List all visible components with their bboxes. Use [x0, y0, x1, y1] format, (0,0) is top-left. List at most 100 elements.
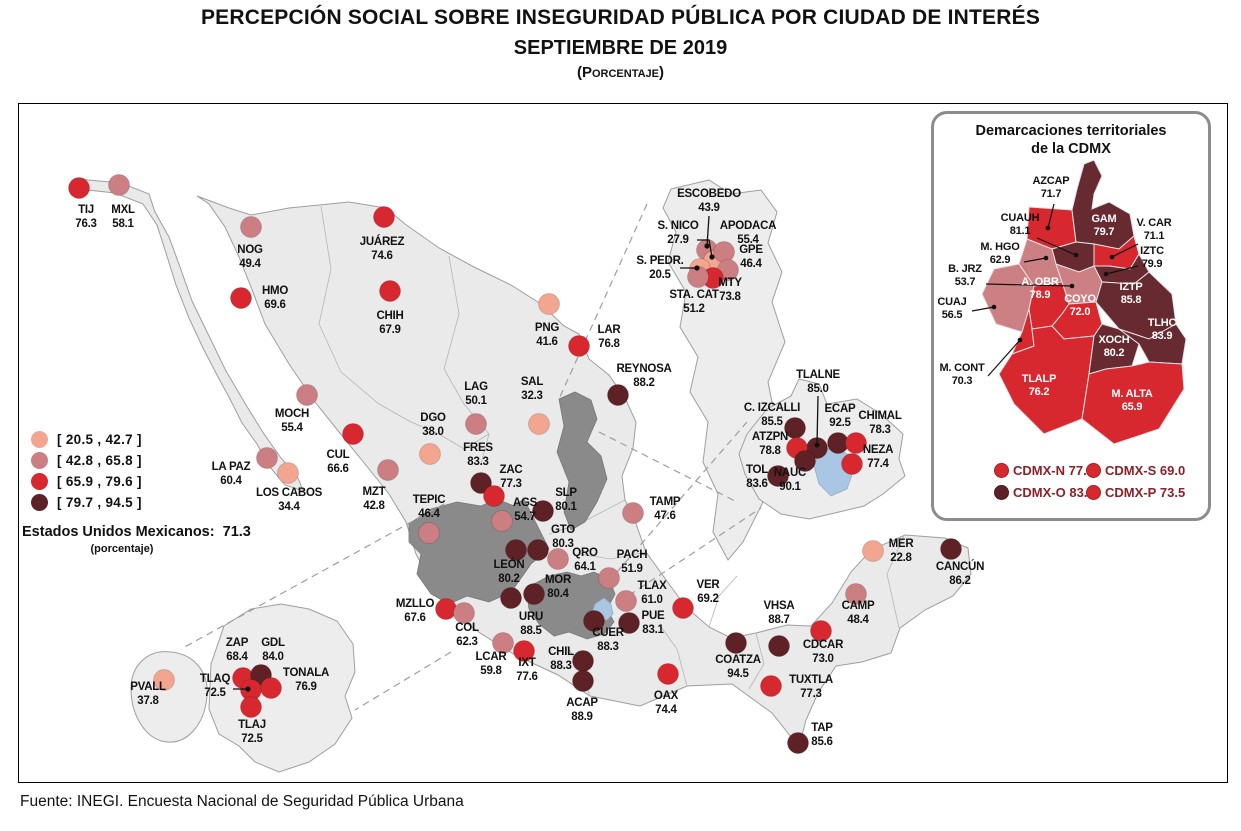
- cdmx-legend-label-n: CDMX-N 77.8: [1013, 463, 1094, 478]
- city-name-label: TEPIC: [413, 494, 446, 506]
- city-dot-AGS: [491, 510, 513, 532]
- city-dot-LEÓN: [505, 539, 527, 561]
- cdmx-legend-north: CDMX-N 77.8: [994, 463, 1094, 478]
- city-name-label: MXL: [111, 204, 135, 216]
- borough-leader-dot: [991, 304, 997, 310]
- guadalajara-metro-outline: [208, 603, 356, 773]
- city-name-label: GPE: [739, 244, 763, 256]
- cdmx-legend-south: CDMX-S 69.0: [1086, 463, 1185, 478]
- city-dot-NEZA: [841, 453, 863, 475]
- city-dot-PVALL: [153, 669, 175, 691]
- city-name-label: IXT: [518, 657, 535, 669]
- city-value-label: 74.4: [655, 704, 677, 716]
- city-name-label: MER: [889, 538, 915, 550]
- city-name-label: LAR: [598, 324, 622, 336]
- city-value-label: 73.8: [719, 291, 741, 303]
- city-name-label: HMO: [262, 285, 288, 297]
- map-frame: TIJ 76.3 MXL 58.1 NOG 49.4 HMO 69.6 JUÁREZ 74.6 CH…: [18, 103, 1228, 783]
- city-name-label: TAP: [811, 722, 833, 734]
- city-dot-LOS CABOS: [277, 462, 299, 484]
- borough-value-label: 79.7: [1094, 226, 1115, 238]
- city-value-label: 80.3: [552, 538, 573, 550]
- borough-value-label: 56.5: [942, 309, 963, 321]
- city-name-label: MZLLO: [396, 598, 435, 610]
- city-name-label: TLAX: [637, 580, 667, 592]
- city-dot-DGO: [419, 443, 441, 465]
- borough-name-label: GAM: [1091, 213, 1116, 225]
- city-name-label: CUL: [327, 449, 350, 461]
- borough-value-label: 70.3: [952, 375, 973, 387]
- city-dot-PNG: [538, 293, 560, 315]
- city-name-label: CANCÚN: [936, 560, 984, 573]
- city-name-label: URU: [519, 611, 543, 623]
- city-value-label: 83.1: [642, 624, 664, 636]
- city-value-label: 85.5: [761, 416, 783, 428]
- city-dot-VER: [672, 597, 694, 619]
- cdmx-legend-label-p: CDMX-P 73.5: [1105, 485, 1186, 500]
- city-value-label: 85.0: [807, 383, 828, 395]
- leader-line: [697, 239, 713, 258]
- city-value-label: 84.0: [262, 651, 283, 663]
- city-value-label: 51.2: [683, 303, 704, 315]
- city-name-label: LCAR: [476, 651, 508, 663]
- borough-name-label: TLALP: [1022, 373, 1056, 385]
- city-value-label: 74.6: [371, 250, 392, 262]
- city-value-label: 88.3: [597, 641, 618, 653]
- city-value-label: 46.4: [418, 508, 440, 520]
- city-dot-ZAC: [483, 485, 505, 507]
- borough-leader-dot: [1109, 254, 1115, 260]
- city-name-label: CUER: [592, 627, 625, 639]
- borough-value-label: 80.2: [1104, 347, 1125, 359]
- borough-name-label: M. HGO: [980, 241, 1020, 253]
- city-value-label: 73.0: [812, 653, 833, 665]
- city-value-label: 47.6: [654, 510, 675, 522]
- city-value-label: 22.8: [890, 552, 912, 564]
- city-name-label: GTO: [551, 524, 575, 536]
- city-value-label: 37.8: [137, 695, 159, 707]
- borough-value-label: 79.9: [1142, 258, 1163, 270]
- borough-name-label: CUAUH: [1001, 212, 1040, 224]
- city-dot-TUXTLA: [760, 675, 782, 697]
- legend-dot-range1: [31, 431, 48, 448]
- city-name-label: COATZA: [715, 654, 761, 666]
- borough-name-label: M. CONT: [939, 362, 985, 374]
- city-name-label: LEÓN: [494, 558, 525, 571]
- city-dot-VHSA: [768, 635, 790, 657]
- cdmx-legend-dot-o: [994, 485, 1009, 500]
- national-label: Estados Unidos Mexicanos:: [22, 524, 215, 540]
- city-name-label: ZAC: [500, 464, 523, 476]
- city-name-label: MOCH: [275, 408, 309, 420]
- city-dot-LAR: [568, 335, 590, 357]
- borough-name-label: B. JRZ: [948, 263, 982, 275]
- city-value-label: 49.4: [239, 258, 261, 270]
- legend-dot-range2: [31, 452, 48, 469]
- city-dot-PUE: [618, 612, 640, 634]
- borough-value-label: 76.2: [1029, 386, 1050, 398]
- city-name-label: CAMP: [842, 600, 875, 612]
- city-layer: TIJ 76.3 MXL 58.1 NOG 49.4 HMO 69.6 JUÁREZ 74.6 CH…: [68, 174, 984, 754]
- cdmx-legend-dot-p: [1086, 485, 1101, 500]
- borough-leader-line: [1047, 203, 1055, 229]
- city-value-label: 78.3: [869, 424, 890, 436]
- city-value-label: 62.3: [456, 636, 477, 648]
- city-name-label: STA. CAT: [669, 289, 719, 301]
- city-dot-CAMP: [845, 583, 867, 605]
- city-dot-TAMP: [622, 502, 644, 524]
- city-value-label: 88.7: [768, 614, 789, 626]
- city-dot-TLAX: [615, 590, 637, 612]
- borough-value-label: 65.9: [1122, 401, 1143, 413]
- city-name-label: NAUC: [774, 467, 806, 479]
- borough-value-label: 53.7: [955, 276, 976, 288]
- state-borders: [318, 205, 905, 697]
- borough-tlhc: [1118, 323, 1187, 365]
- borough-leader-line: [1036, 237, 1077, 256]
- city-value-label: 43.9: [698, 202, 719, 214]
- city-value-label: 72.5: [241, 733, 263, 745]
- city-name-label: LOS CABOS: [256, 487, 323, 499]
- city-dot-COATZA: [725, 632, 747, 654]
- legend-label-range3: [ 65.9 , 79.6 ]: [57, 474, 142, 489]
- city-value-label: 92.5: [829, 417, 851, 429]
- city-dot-TONALA: [260, 677, 282, 699]
- city-value-label: 50.1: [465, 395, 487, 407]
